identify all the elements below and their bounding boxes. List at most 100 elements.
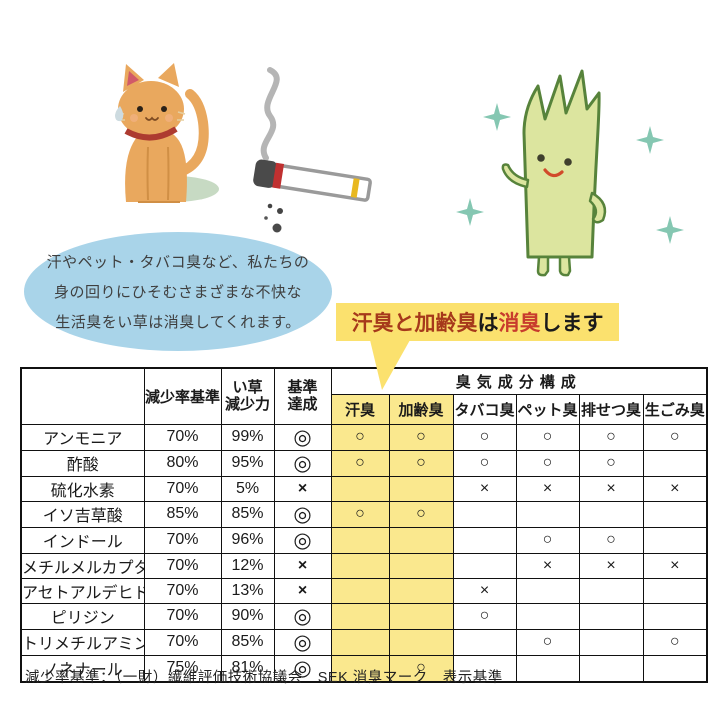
standard-value: 70% [143,423,222,451]
odor-mark-garbage [642,654,708,682]
odor-mark-sweat [330,577,390,604]
odor-mark-pet: ○ [515,449,580,477]
power-value: 81% [220,654,275,682]
header-odor-tobacco: タバコ臭 [452,393,517,425]
standard-value: 70% [143,628,222,656]
odor-mark-aging [388,475,454,502]
odor-mark-garbage: ○ [642,423,708,451]
achieved-mark: ◎ [273,628,332,656]
odor-mark-aging [388,628,454,656]
cigarette-band [350,178,360,198]
header-reduction-standard: 減少率基準 [143,367,222,425]
achieved-mark: ◎ [273,500,332,528]
odor-mark-tobacco: × [452,475,517,502]
odor-mark-garbage: × [642,475,708,502]
substance-name: メチルメルカプタン [20,552,145,579]
odor-mark-pet [515,602,580,630]
odor-mark-aging [388,602,454,630]
odor-mark-garbage [642,500,708,528]
achieved-mark: × [273,475,332,502]
odor-mark-garbage [642,526,708,554]
header-standard-achieved: 基準 達成 [273,367,332,425]
odor-mark-tobacco [452,526,517,554]
substance-name: 硫化水素 [20,475,145,502]
odor-mark-sweat [330,654,390,682]
substance-name: イソ吉草酸 [20,500,145,528]
ash-dot [267,203,273,209]
odor-mark-sweat [330,552,390,579]
odor-mark-aging [388,526,454,554]
ash-dot [264,216,268,220]
table-row: アセトアルデヒド 70% 13% × × [20,577,708,604]
achieved-mark: ◎ [273,423,332,451]
odor-mark-aging: ○ [388,654,454,682]
standard-value: 70% [143,475,222,502]
odor-mark-tobacco [452,552,517,579]
odor-mark-excretion [578,500,644,528]
banner-text-shimasu: します [540,312,604,335]
mascot-arm-right [588,191,607,224]
bubble-text-line: 生活臭をい草は消臭してくれます。 [55,314,301,331]
mascot-eye-left [537,154,545,162]
bubble-text-line: 身の回りにひそむさまざまな不快な [53,284,302,301]
odor-mark-aging [388,552,454,579]
table-row: 酢酸 80% 95% ◎ ○ ○ ○ ○ ○ [20,449,708,477]
corner-empty-cell [20,367,145,425]
odor-mark-garbage: × [642,552,708,579]
achieved-mark: ◎ [273,526,332,554]
odor-mark-tobacco: ○ [452,423,517,451]
power-value: 5% [220,475,275,502]
odor-mark-excretion [578,628,644,656]
table-row: イソ吉草酸 85% 85% ◎ ○ ○ [20,500,708,528]
standard-value: 70% [143,552,222,579]
odor-mark-sweat [330,602,390,630]
power-value: 13% [220,577,275,604]
odor-mark-sweat [330,628,390,656]
standard-value: 85% [143,500,222,528]
odor-mark-aging: ○ [388,449,454,477]
power-value: 96% [220,526,275,554]
cat-illustration [115,63,219,203]
table-row: アンモニア 70% 99% ◎ ○ ○ ○ ○ ○ ○ [20,423,708,451]
table-row: トリメチルアミン 70% 85% ◎ ○ ○ [20,628,708,656]
power-value: 12% [220,552,275,579]
bubble-text-line: 汗やペット・タバコ臭など、私たちの [46,254,310,271]
odor-mark-tobacco: ○ [452,449,517,477]
ash-dot [277,208,283,214]
odor-mark-sweat [330,475,390,502]
substance-name: インドール [20,526,145,554]
odor-mark-sweat: ○ [330,500,390,528]
odor-mark-excretion [578,602,644,630]
sparkle-icon [456,103,684,244]
table-row: ピリジン 70% 90% ◎ ○ [20,602,708,630]
table-row: ノネナール 75% 81% ◎ ○ [20,654,708,682]
odor-mark-excretion: × [578,552,644,579]
standard-value: 80% [143,449,222,477]
substance-name: トリメチルアミン [20,628,145,656]
odor-mark-tobacco [452,654,517,682]
table-row: インドール 70% 96% ◎ ○ ○ [20,526,708,554]
igusa-mascot-illustration [456,69,684,277]
banner-text-wa: は [477,312,499,335]
sweat-drop [115,106,124,122]
odor-mark-sweat: ○ [330,423,390,451]
substance-name: アンモニア [20,423,145,451]
speech-bubble: 汗やペット・タバコ臭など、私たちの 身の回りにひそむさまざまな不快な 生活臭をい… [24,232,332,351]
mascot-body [522,69,601,259]
odor-mark-aging [388,577,454,604]
mascot-leg-left [536,255,550,277]
standard-value: 70% [143,577,222,604]
standard-value: 70% [143,526,222,554]
cat-body [125,127,187,202]
cigarette-ember [272,162,285,189]
header-odor-aging: 加齢臭 [388,393,454,425]
cat-eye-right [161,106,167,112]
odor-mark-garbage [642,577,708,604]
substance-name: ノネナール [20,654,145,682]
odor-mark-pet: ○ [515,628,580,656]
odor-mark-aging: ○ [388,500,454,528]
cat-collar [124,126,178,141]
achieved-mark: ◎ [273,602,332,630]
odor-mark-excretion [578,577,644,604]
